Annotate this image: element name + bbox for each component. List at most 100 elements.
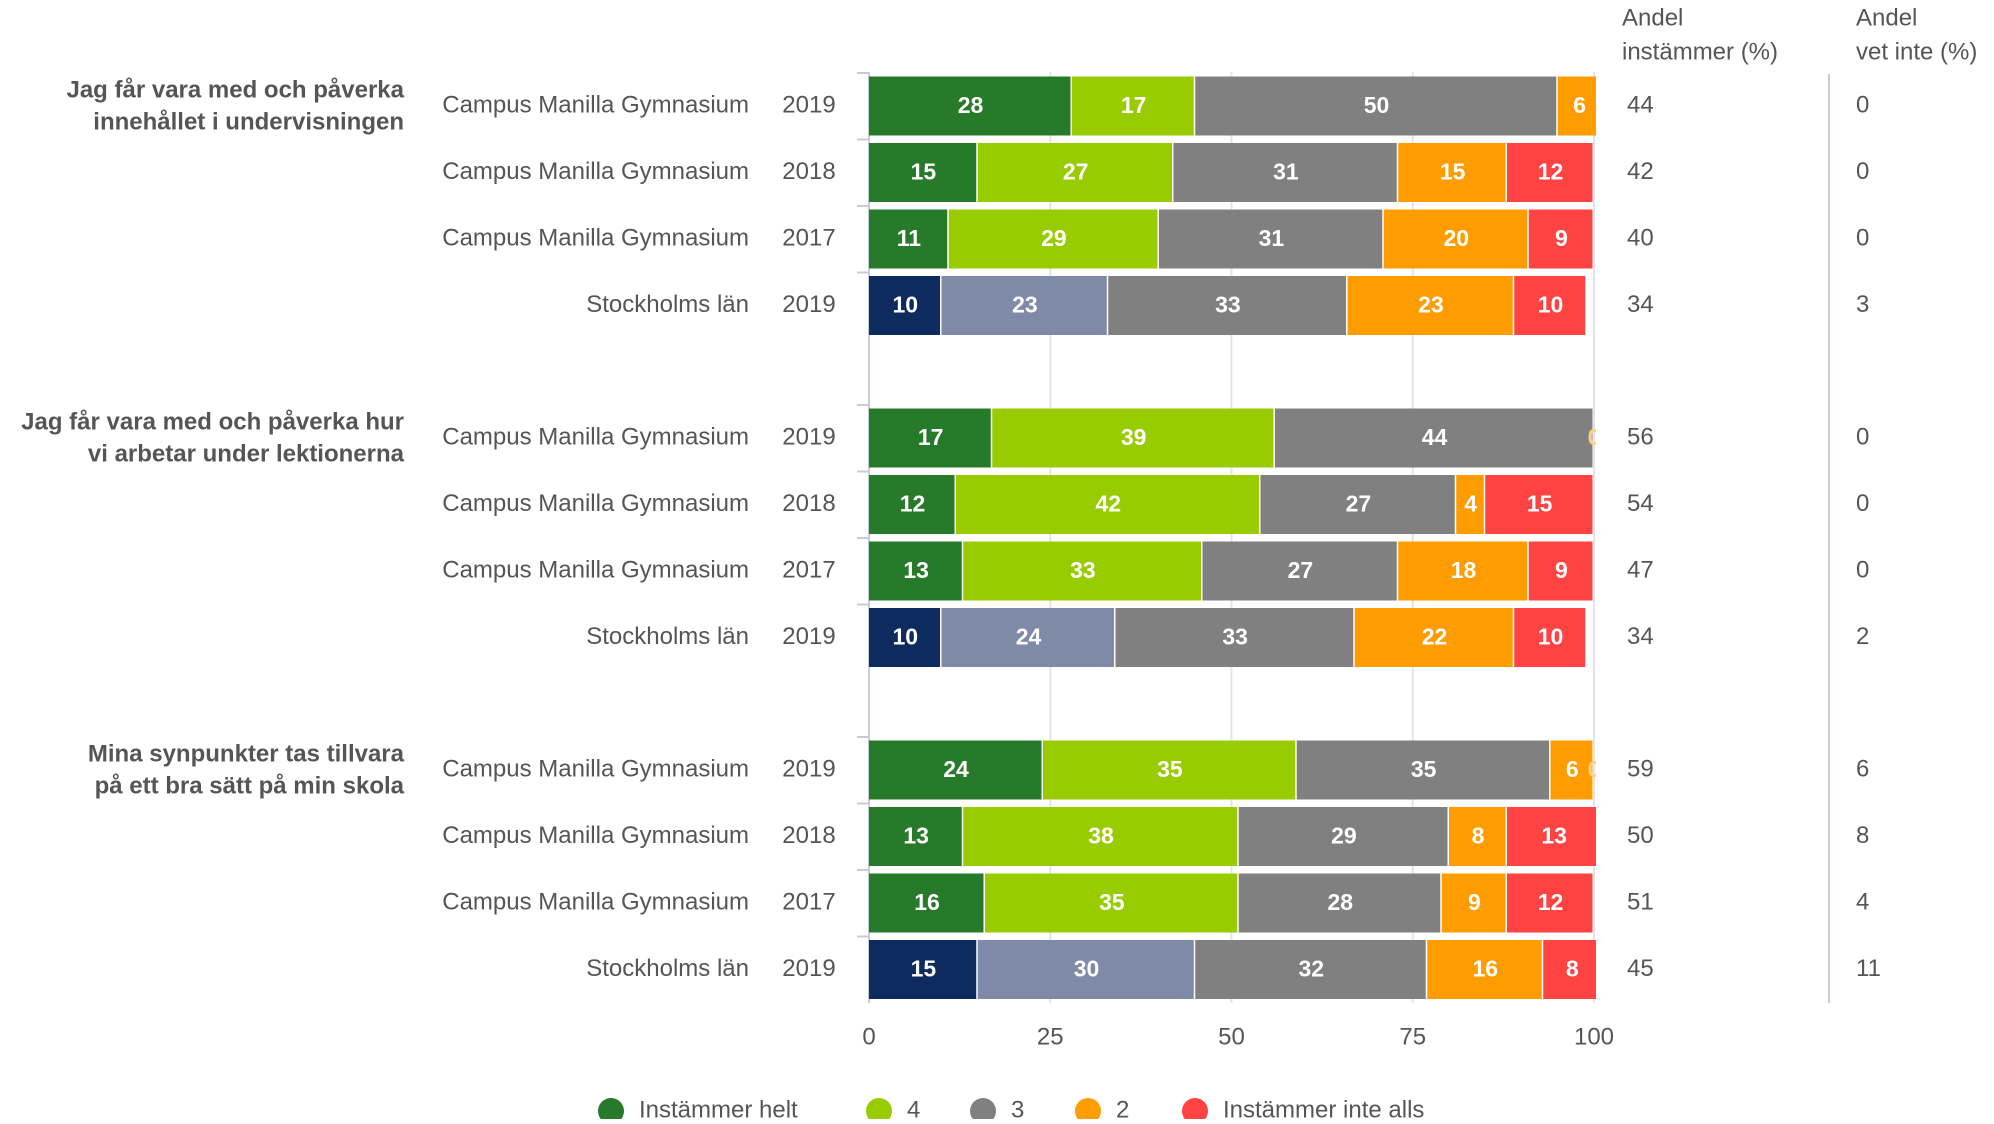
segment-label: 42	[1095, 491, 1121, 517]
row-label: Campus Manilla Gymnasium	[442, 490, 749, 517]
dont-know-value: 0	[1856, 224, 1869, 251]
row-year: 2019	[782, 755, 835, 782]
row-year: 2019	[782, 623, 835, 650]
bar-segment	[869, 76, 1071, 136]
row-year: 2019	[782, 291, 835, 318]
segment-label: 9	[1468, 889, 1481, 915]
segment-label: 33	[1215, 292, 1241, 318]
bar-segment	[956, 475, 1259, 534]
bar-segment	[1485, 475, 1593, 534]
bar-segment	[869, 940, 977, 999]
dont-know-value: 4	[1856, 888, 1869, 915]
segment-label: 13	[903, 557, 929, 583]
agree-value: 50	[1627, 822, 1654, 849]
dont-know-value: 0	[1856, 556, 1869, 583]
agree-value: 34	[1627, 291, 1654, 318]
segment-label: 0	[1588, 756, 1601, 782]
bar-segment	[1072, 76, 1194, 136]
segment-label: 12	[1538, 889, 1564, 915]
segment-label: 15	[911, 159, 937, 185]
segment-label: 32	[1298, 956, 1324, 982]
agree-value: 51	[1627, 888, 1654, 915]
segment-label: 12	[1538, 159, 1564, 185]
bar-segment	[869, 740, 1042, 800]
column-header: Andel	[1622, 4, 1683, 31]
segment-label: 15	[1527, 491, 1553, 517]
bar-segment	[1115, 608, 1354, 667]
segment-label: 11	[897, 225, 922, 251]
row-label: Campus Manilla Gymnasium	[442, 888, 749, 915]
segment-label: 8	[1472, 823, 1485, 849]
bar-segment	[1507, 807, 1596, 866]
row-label: Stockholms län	[586, 955, 749, 982]
segment-label: 20	[1443, 225, 1469, 251]
segment-label: 38	[1088, 823, 1114, 849]
segment-label: 10	[1538, 292, 1564, 318]
segment-label: 27	[1288, 557, 1314, 583]
segment-label: 6	[1566, 756, 1579, 782]
dont-know-value: 0	[1856, 158, 1869, 185]
bar-segment	[992, 408, 1274, 468]
row-label: Campus Manilla Gymnasium	[442, 91, 749, 118]
segment-label: 10	[892, 624, 918, 650]
segment-label: 35	[1157, 756, 1183, 782]
bar-segment	[1507, 143, 1593, 202]
group-title: Mina synpunkter tas tillvara	[88, 740, 405, 767]
legend-label: Instämmer helt	[639, 1096, 798, 1119]
bar-segment	[1238, 807, 1448, 866]
column-header: vet inte (%)	[1856, 38, 1977, 65]
legend-label: 2	[1116, 1096, 1129, 1119]
bar-segment	[1173, 143, 1397, 202]
agree-value: 42	[1627, 158, 1654, 185]
segment-label: 0	[1595, 92, 1608, 118]
bar-segment	[1507, 873, 1593, 933]
legend-swatch	[970, 1098, 996, 1124]
row-label: Campus Manilla Gymnasium	[442, 423, 749, 450]
segment-label: 29	[1041, 225, 1067, 251]
bar-segment	[963, 541, 1201, 601]
segment-label: 10	[1538, 624, 1564, 650]
dont-know-value: 11	[1856, 955, 1881, 982]
bar-segment	[869, 873, 984, 933]
row-label: Campus Manilla Gymnasium	[442, 822, 749, 849]
row-label: Stockholms län	[586, 623, 749, 650]
x-tick-label: 50	[1218, 1023, 1245, 1050]
column-header: Andel	[1856, 4, 1917, 31]
x-tick-label: 100	[1574, 1023, 1614, 1050]
segment-label: 33	[1222, 624, 1248, 650]
row-label: Stockholms län	[586, 291, 749, 318]
legend-swatch	[1182, 1098, 1208, 1124]
bar-segment	[1202, 541, 1397, 601]
segment-label: 24	[1016, 624, 1042, 650]
bar-segment	[1275, 408, 1593, 468]
bar-segment	[1238, 873, 1441, 933]
segment-label: 50	[1364, 92, 1390, 118]
segment-label: 6	[1573, 92, 1586, 118]
bar-segment	[869, 541, 962, 601]
bar-segment	[1398, 541, 1528, 601]
bar-segment	[977, 143, 1172, 202]
dont-know-value: 3	[1856, 291, 1869, 318]
x-tick-label: 0	[862, 1023, 875, 1050]
segment-label: 15	[1440, 159, 1466, 185]
bar-segment	[869, 475, 955, 534]
dont-know-value: 0	[1856, 423, 1869, 450]
bar-segment	[869, 807, 962, 866]
bar-segment	[941, 276, 1107, 335]
bar-segment	[1383, 209, 1528, 269]
legend-label: 3	[1011, 1096, 1024, 1119]
row-year: 2018	[782, 822, 835, 849]
segment-label: 28	[958, 92, 984, 118]
bar-segment	[1195, 940, 1426, 999]
dont-know-value: 0	[1856, 490, 1869, 517]
bar-segment	[941, 608, 1114, 667]
bar-segment	[1543, 940, 1596, 999]
legend-swatch	[598, 1098, 624, 1124]
agree-value: 40	[1627, 224, 1654, 251]
dont-know-value: 2	[1856, 623, 1869, 650]
group-title: Jag får vara med och påverka hur	[21, 408, 404, 435]
row-year: 2018	[782, 490, 835, 517]
bar-segment	[1441, 873, 1506, 933]
